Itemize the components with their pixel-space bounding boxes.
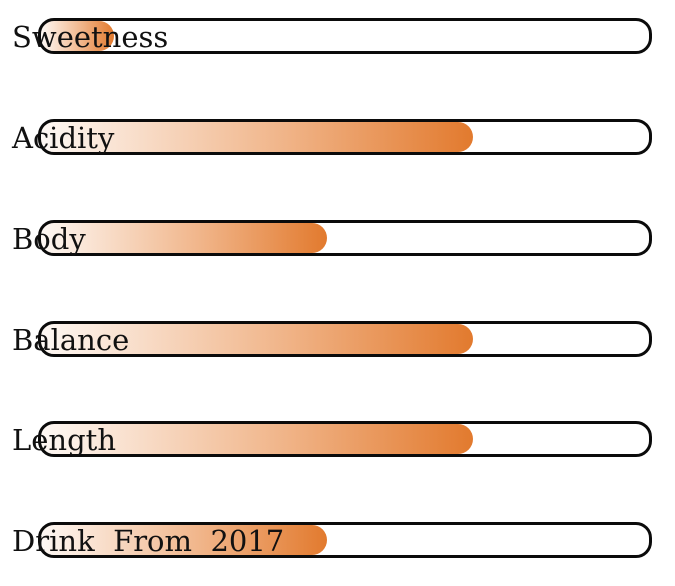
meter-label: Drink From 2017 bbox=[12, 524, 285, 558]
meter-label: Sweetness bbox=[12, 20, 169, 54]
meter-track bbox=[38, 421, 652, 457]
meter-drink-from: Drink From 2017 bbox=[0, 519, 675, 569]
meter-track bbox=[38, 321, 652, 357]
meter-fill bbox=[41, 324, 473, 354]
meter-fill bbox=[41, 223, 327, 253]
meter-label: Acidity bbox=[12, 121, 115, 155]
meter-acidity: Acidity bbox=[0, 116, 675, 166]
meter-fill bbox=[41, 21, 114, 51]
meter-fill bbox=[41, 424, 473, 454]
meter-label: Length bbox=[12, 423, 116, 457]
meter-fill bbox=[41, 525, 327, 555]
meter-track bbox=[38, 119, 652, 155]
meter-length: Length bbox=[0, 418, 675, 468]
meter-fill bbox=[41, 122, 473, 152]
meter-label: Body bbox=[12, 222, 86, 256]
meter-track bbox=[38, 522, 652, 558]
meter-body: Body bbox=[0, 217, 675, 267]
meter-sweetness: Sweetness bbox=[0, 15, 675, 65]
meter-label: Balance bbox=[12, 323, 130, 357]
meter-balance: Balance bbox=[0, 318, 675, 368]
meter-track bbox=[38, 220, 652, 256]
meter-track bbox=[38, 18, 652, 54]
